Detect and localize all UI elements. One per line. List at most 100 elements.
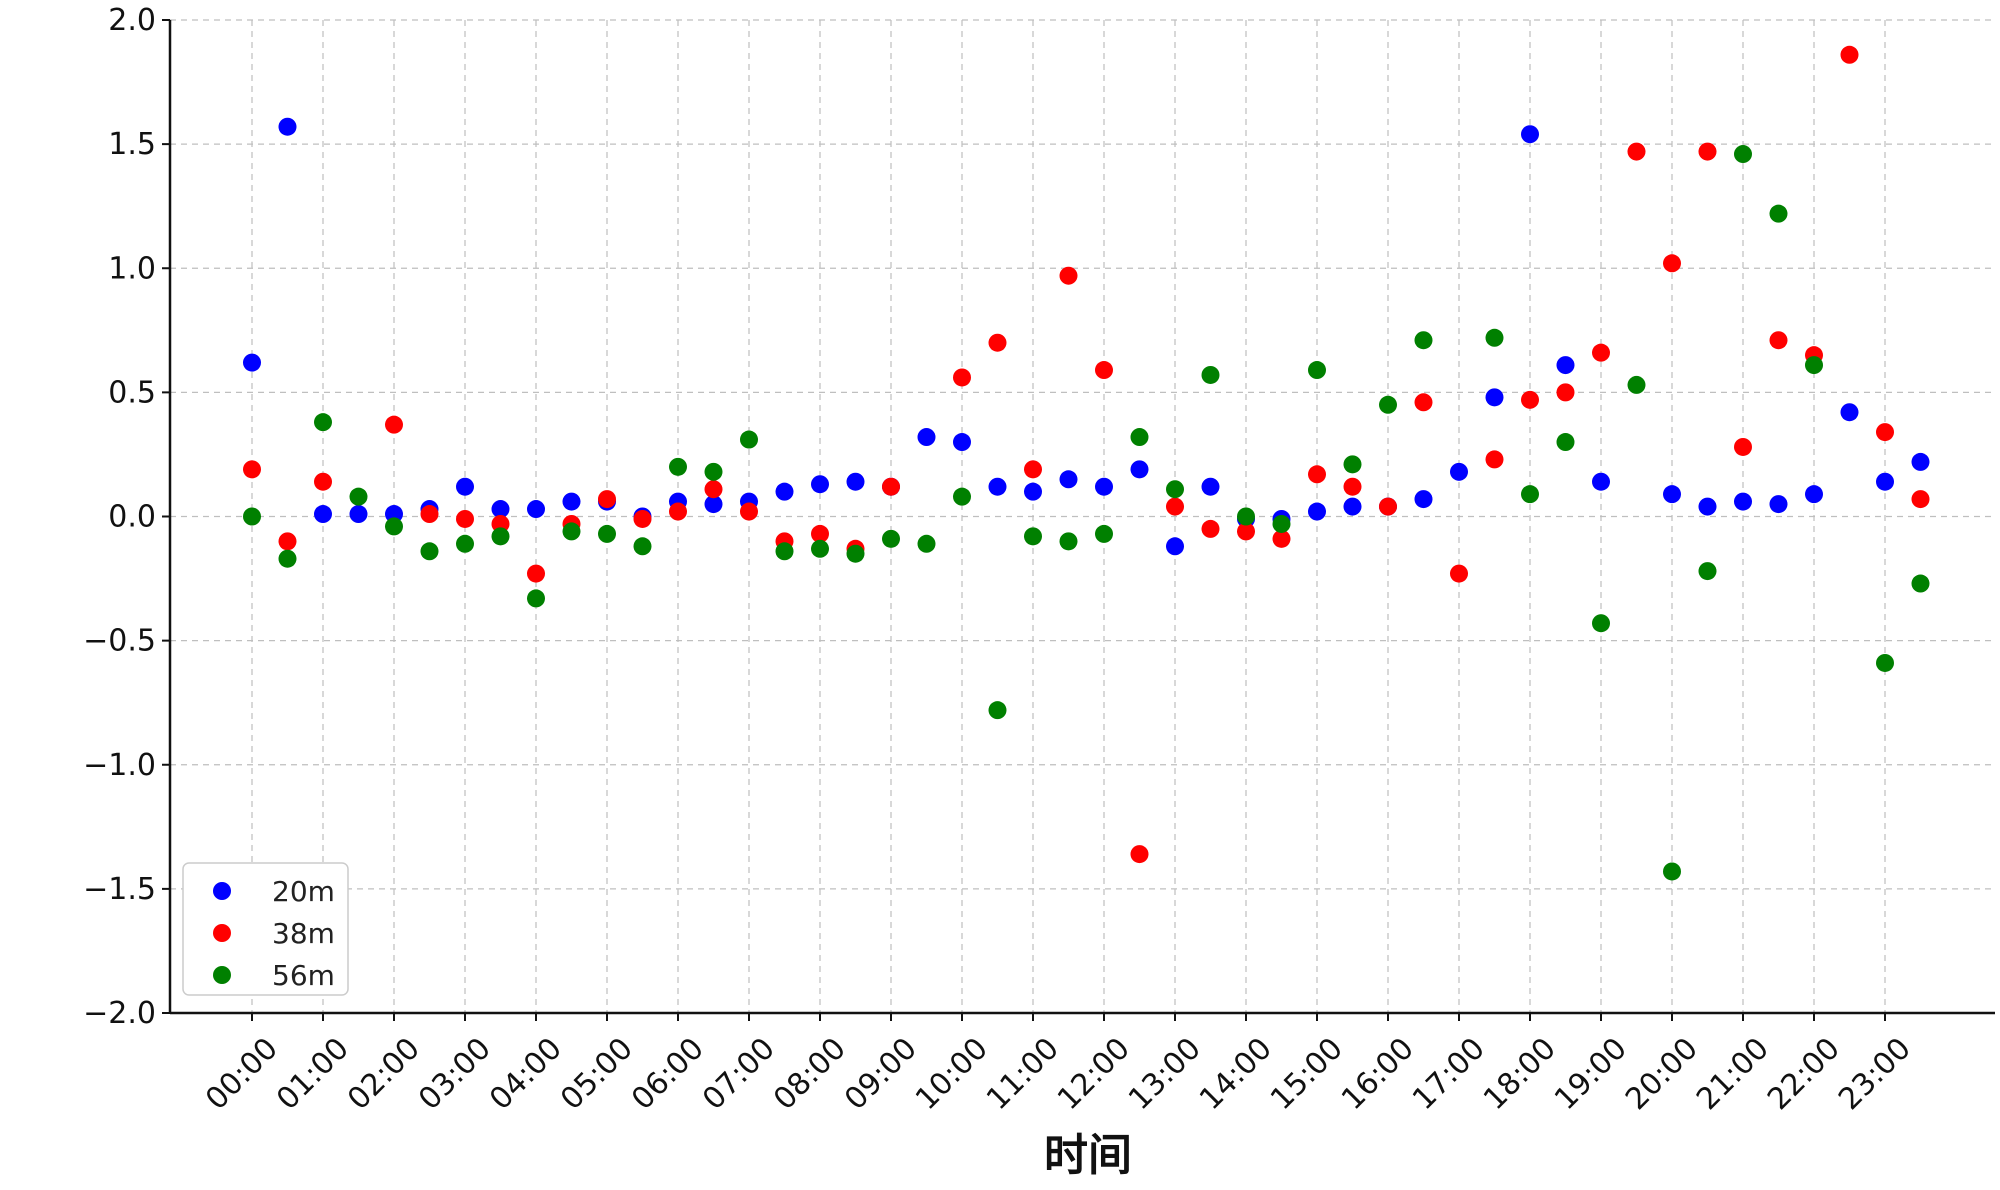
x-tick-label: 21:00 xyxy=(1690,1031,1776,1117)
data-point xyxy=(1166,480,1184,499)
x-tick-label: 05:00 xyxy=(554,1031,640,1117)
series-38m xyxy=(243,45,1930,864)
data-point xyxy=(846,472,865,491)
x-ticks: 00:0001:0002:0003:0004:0005:0006:0007:00… xyxy=(199,1013,1918,1117)
data-point xyxy=(704,480,723,499)
x-tick-label: 08:00 xyxy=(767,1031,853,1117)
data-point xyxy=(1130,428,1149,447)
legend-marker xyxy=(213,924,231,942)
data-point xyxy=(1024,460,1042,479)
legend: 20m 38m 56m xyxy=(182,862,349,996)
data-point xyxy=(1450,564,1468,583)
data-point xyxy=(491,527,510,546)
data-point xyxy=(1734,145,1752,164)
legend-label: 56m xyxy=(272,959,335,992)
series-56m xyxy=(243,145,1930,881)
data-point xyxy=(243,507,261,526)
data-point xyxy=(988,477,1007,496)
y-tick-label: −1.0 xyxy=(83,748,156,783)
data-point xyxy=(1308,465,1326,484)
x-tick-label: 07:00 xyxy=(696,1031,782,1117)
data-point xyxy=(420,505,439,524)
data-point xyxy=(1414,393,1433,412)
x-tick-label: 04:00 xyxy=(483,1031,569,1117)
data-point xyxy=(314,505,332,524)
data-point xyxy=(527,564,545,583)
data-point xyxy=(1379,395,1397,414)
data-point xyxy=(953,487,971,506)
data-point xyxy=(278,549,297,568)
data-point xyxy=(278,117,297,136)
data-point xyxy=(1201,477,1220,496)
x-tick-label: 20:00 xyxy=(1619,1031,1705,1117)
data-point xyxy=(491,500,510,519)
data-point xyxy=(917,534,936,553)
data-point xyxy=(1592,343,1610,362)
data-point xyxy=(1663,862,1681,881)
data-point xyxy=(1343,455,1362,474)
data-point xyxy=(491,514,510,533)
data-point xyxy=(1166,537,1184,556)
data-point xyxy=(953,368,971,387)
data-point xyxy=(1556,383,1575,402)
data-point xyxy=(1876,423,1894,442)
data-point xyxy=(1769,495,1788,514)
data-point xyxy=(1698,142,1717,161)
data-point xyxy=(1201,365,1220,384)
data-point xyxy=(1379,497,1397,516)
data-point xyxy=(1521,125,1539,144)
data-point xyxy=(385,415,403,434)
y-tick-label: 1.5 xyxy=(108,127,156,162)
data-point xyxy=(456,477,474,496)
data-point xyxy=(1095,524,1113,543)
x-tick-label: 02:00 xyxy=(341,1031,427,1117)
data-point xyxy=(278,532,297,551)
data-point xyxy=(1059,266,1078,285)
x-tick-label: 00:00 xyxy=(199,1031,285,1117)
data-point xyxy=(1414,331,1433,350)
data-points xyxy=(243,45,1930,881)
data-point xyxy=(1024,527,1042,546)
y-tick-label: −2.0 xyxy=(83,996,156,1031)
data-point xyxy=(243,460,261,479)
legend-label: 38m xyxy=(272,917,335,950)
data-point xyxy=(562,522,581,541)
data-point xyxy=(846,544,865,563)
data-point xyxy=(598,524,616,543)
legend-marker xyxy=(213,966,231,984)
data-point xyxy=(917,428,936,447)
data-point xyxy=(740,430,758,449)
data-point xyxy=(314,472,332,491)
data-point xyxy=(1840,403,1859,422)
data-point xyxy=(1095,361,1113,380)
data-point xyxy=(1521,390,1539,409)
data-point xyxy=(527,500,545,519)
data-point xyxy=(1237,507,1255,526)
data-point xyxy=(740,502,758,521)
data-point xyxy=(1876,472,1894,491)
data-point xyxy=(1698,562,1717,581)
x-tick-label: 16:00 xyxy=(1335,1031,1421,1117)
data-point xyxy=(704,495,723,514)
data-point xyxy=(811,475,829,494)
data-point xyxy=(953,433,971,452)
data-point xyxy=(1556,356,1575,375)
data-point xyxy=(1627,375,1646,394)
data-point xyxy=(1343,477,1362,496)
data-point xyxy=(1627,142,1646,161)
data-point xyxy=(1237,522,1255,541)
data-point xyxy=(1450,462,1468,481)
y-tick-label: 2.0 xyxy=(108,3,156,38)
data-point xyxy=(1308,502,1326,521)
data-point xyxy=(1343,497,1362,516)
data-point xyxy=(1485,450,1504,469)
data-point xyxy=(882,477,900,496)
data-point xyxy=(385,505,403,524)
data-point xyxy=(1663,254,1681,273)
legend-label: 20m xyxy=(272,875,335,908)
x-tick-label: 22:00 xyxy=(1761,1031,1847,1117)
data-point xyxy=(1130,845,1149,864)
data-point xyxy=(314,413,332,432)
x-tick-label: 23:00 xyxy=(1832,1031,1918,1117)
